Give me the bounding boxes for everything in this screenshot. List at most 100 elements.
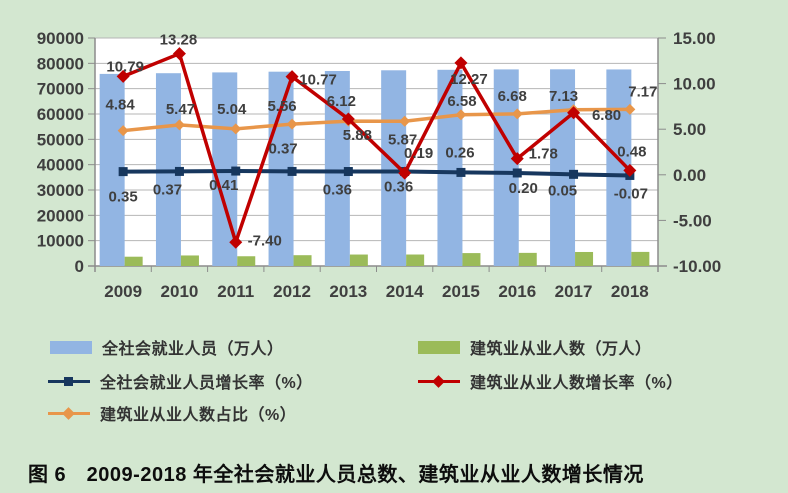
total-employment-bar (550, 69, 576, 266)
legend-label-total-employment: 全社会就业人员（万人） (102, 341, 284, 358)
total-employment-growth-marker (569, 169, 579, 179)
right-axis-label: 10.00 (673, 75, 716, 94)
total-employment-growth-data-label: 0.26 (445, 144, 474, 161)
right-axis-label: -5.00 (673, 211, 712, 230)
legend-label-total-employment-growth: 全社会就业人员增长率（%） (100, 375, 313, 392)
construction-share-data-label: 6.58 (447, 93, 476, 110)
left-axis-label: 70000 (37, 80, 84, 99)
construction-share-data-label: 7.17 (628, 83, 657, 100)
construction-share-marker (511, 108, 523, 120)
construction-growth-data-label: 10.79 (106, 58, 144, 75)
legend-swatch-green-bar (418, 340, 460, 354)
construction-growth-marker (229, 235, 243, 249)
construction-share-marker (117, 125, 129, 137)
construction-share-data-label: 7.13 (549, 88, 578, 105)
construction-growth-marker (285, 70, 299, 84)
construction-share-line (122, 107, 630, 133)
construction-growth-marker (623, 163, 637, 177)
construction-growth-marker (454, 56, 468, 70)
construction-share-marker (286, 118, 298, 130)
construction-employment-bar (293, 255, 312, 266)
construction-employment-bar (462, 253, 481, 266)
legend-swatch-orange-line (48, 406, 90, 420)
legend-item-construction-growth: 建筑业从业人数增长率（%） (418, 372, 683, 392)
x-axis-year-label: 2009 (104, 282, 142, 301)
total-employment-growth-data-label: 0.20 (509, 180, 538, 197)
x-axis-year-label: 2011 (217, 282, 254, 301)
right-axis-label: 0.00 (673, 166, 706, 185)
construction-share-data-label: 5.88 (343, 127, 372, 144)
total-employment-bar (493, 69, 519, 266)
left-axis-label: 90000 (37, 29, 84, 48)
legend-square-marker (64, 376, 73, 386)
legend-swatch-red-line (418, 374, 460, 388)
left-axis-label: 20000 (37, 206, 84, 225)
legend-item-construction-share: 建筑业从业人数占比（%） (48, 404, 297, 424)
construction-growth-marker (172, 47, 186, 61)
construction-growth-data-label: 6.12 (327, 93, 356, 110)
construction-employment-bar (406, 254, 425, 266)
construction-share-marker (455, 109, 467, 121)
construction-growth-data-label: 12.27 (450, 71, 488, 88)
legend-diamond-marker (432, 374, 445, 388)
legend-diamond-marker (62, 406, 75, 420)
total-employment-growth-data-label: -0.07 (614, 185, 648, 202)
left-axis-label: 60000 (37, 105, 84, 124)
left-axis-label: 50000 (37, 130, 84, 149)
construction-growth-line (122, 51, 632, 249)
construction-share-data-label: 4.84 (106, 97, 136, 114)
left-axis-label: 0 (75, 257, 84, 276)
total-employment-growth-data-label: 0.41 (209, 177, 238, 194)
left-axis-label: 10000 (37, 232, 84, 251)
construction-growth-data-label: 6.80 (592, 107, 621, 124)
construction-share-data-label: 5.87 (388, 131, 417, 148)
construction-employment-bar (631, 251, 650, 266)
construction-growth-marker (567, 106, 581, 120)
legend-label-construction-share: 建筑业从业人数占比（%） (100, 407, 297, 424)
x-axis-year-label: 2013 (329, 282, 367, 301)
construction-share-data-label: 5.04 (217, 101, 247, 118)
total-employment-growth-data-label: 0.35 (109, 189, 138, 206)
legend-label-construction-growth: 建筑业从业人数增长率（%） (470, 375, 683, 392)
construction-growth-marker (341, 112, 355, 126)
right-axis-label: 15.00 (673, 29, 716, 48)
construction-growth-data-label: 0.19 (404, 145, 433, 162)
construction-share-marker (230, 123, 242, 135)
legend-item-total-employment-growth: 全社会就业人员增长率（%） (48, 372, 313, 392)
construction-share-data-label: 6.68 (498, 88, 527, 105)
legend-line-track (48, 379, 90, 383)
left-axis-label: 80000 (37, 54, 84, 73)
total-employment-growth-marker (118, 167, 128, 177)
construction-employment-bar (237, 256, 256, 266)
construction-growth-data-label: 0.48 (617, 143, 646, 160)
total-employment-growth-marker (512, 168, 522, 178)
construction-employment-bar (180, 255, 199, 266)
total-employment-growth-line (123, 169, 630, 178)
total-employment-growth-marker (287, 166, 297, 176)
legend-swatch-blue-bar (50, 340, 92, 354)
left-axis-label: 40000 (37, 156, 84, 175)
construction-employment-bar (518, 252, 537, 266)
legend-label-construction-employment: 建筑业从业人数（万人） (470, 341, 652, 358)
construction-employment-bar (349, 254, 368, 266)
total-employment-growth-data-label: 0.37 (153, 181, 182, 198)
x-axis-year-label: 2017 (555, 282, 593, 301)
construction-growth-marker (510, 152, 524, 166)
total-employment-growth-marker (343, 167, 353, 177)
total-employment-growth-data-label: 0.37 (268, 140, 297, 157)
left-axis-label: 30000 (37, 181, 84, 200)
construction-employment-bar (575, 251, 594, 266)
construction-growth-data-label: 1.78 (529, 146, 558, 163)
construction-growth-data-label: 10.77 (299, 72, 337, 89)
construction-share-data-label: 5.47 (166, 101, 195, 118)
x-axis-year-label: 2016 (498, 282, 536, 301)
construction-share-marker (173, 119, 185, 131)
total-employment-growth-data-label: 0.36 (384, 179, 413, 196)
legend-swatch-navy-line (48, 375, 90, 388)
figure-caption: 图 6 2009-2018 年全社会就业人员总数、建筑业从业人数增长情况 (28, 464, 644, 486)
construction-share-marker (624, 103, 636, 115)
legend-item-construction-employment: 建筑业从业人数（万人） (418, 338, 652, 358)
total-employment-growth-marker (231, 166, 241, 176)
x-axis-year-label: 2014 (386, 282, 424, 301)
